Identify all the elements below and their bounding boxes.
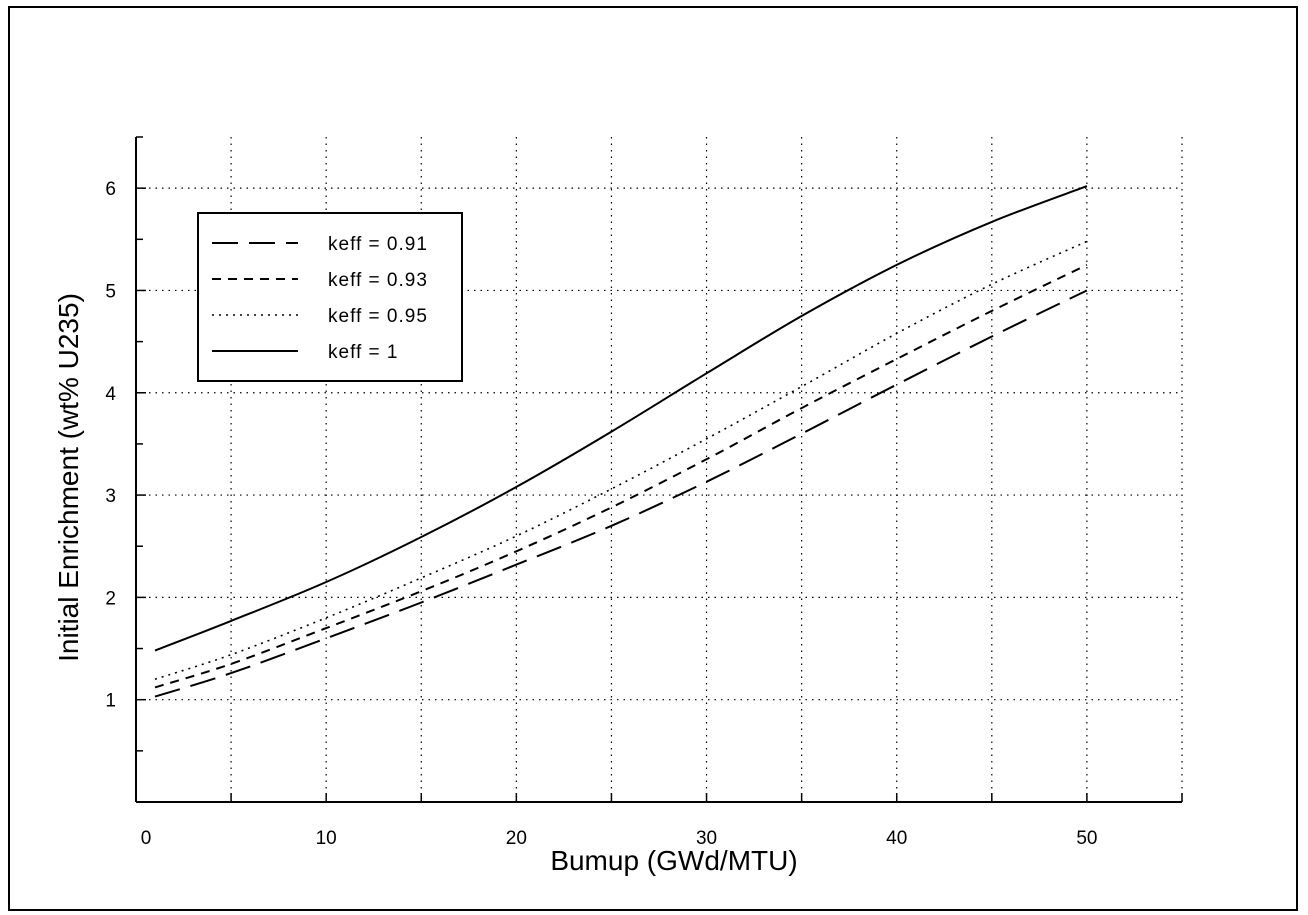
series-line [154, 289, 1088, 698]
legend-label: keff = 0.91 [328, 234, 428, 255]
legend-label: keff = 0.95 [328, 306, 428, 327]
series-line [154, 185, 1088, 652]
series-line [154, 240, 1088, 680]
x-tick-label: 50 [1076, 828, 1097, 849]
x-tick-label: 0 [141, 828, 152, 849]
y-axis-title: Initial Enrichment (wt% U235) [53, 293, 84, 662]
x-tick-label: 10 [316, 828, 337, 849]
x-axis-title: Bumup (GWd/MTU) [550, 845, 797, 876]
y-tick-label: 2 [105, 588, 116, 609]
axes [135, 137, 1182, 803]
y-tick-label: 4 [105, 384, 116, 405]
x-tick-label: 40 [886, 828, 907, 849]
x-tick-label: 30 [696, 828, 717, 849]
legend-label: keff = 0.93 [328, 270, 428, 291]
y-tick-label: 1 [105, 691, 116, 712]
figure-frame [8, 6, 1298, 911]
y-tick-label: 6 [105, 179, 116, 200]
series-lines [154, 185, 1088, 698]
y-tick-label: 5 [105, 281, 116, 302]
x-tick-label: 20 [506, 828, 527, 849]
ticks: 0 10 20 30 40 50 1 2 3 4 5 6 [105, 136, 1183, 849]
series-line [154, 264, 1088, 689]
y-tick-label: 3 [105, 486, 116, 507]
legend-label: keff = 1 [328, 342, 399, 363]
legend: keff = 0.91 keff = 0.93 keff = 0.95 keff = … [197, 212, 463, 382]
legend-box [197, 212, 463, 382]
